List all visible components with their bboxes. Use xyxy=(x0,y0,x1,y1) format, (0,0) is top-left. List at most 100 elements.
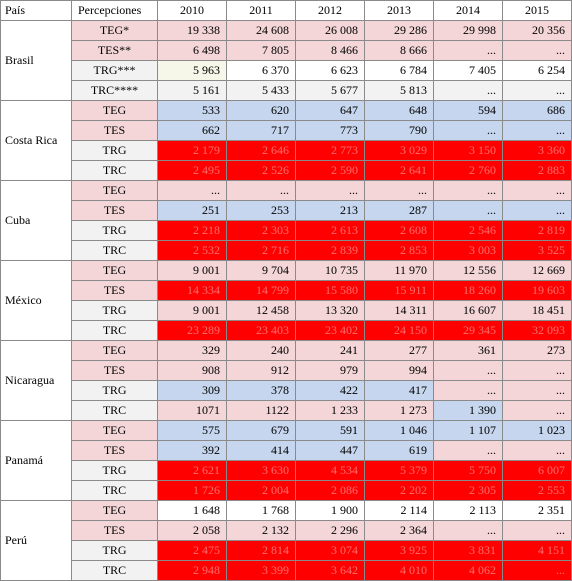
country-cell: Nicaragua xyxy=(0,340,72,421)
value-cell: 2 296 xyxy=(295,520,365,541)
value-cell: 912 xyxy=(226,360,296,381)
value-cell: 361 xyxy=(433,340,503,361)
value-cell: 790 xyxy=(364,120,434,141)
table-row: TRG 309 378 422 417...... xyxy=(1,380,572,401)
perception-cell: TRG xyxy=(71,220,158,241)
value-cell: 4 534 xyxy=(295,460,365,481)
value-cell: ... xyxy=(295,180,365,201)
value-cell: 6 498 xyxy=(157,40,227,61)
value-cell: 533 xyxy=(157,100,227,121)
value-cell: 29 345 xyxy=(433,320,503,341)
value-cell: 9 001 xyxy=(157,300,227,321)
value-cell: 23 403 xyxy=(226,320,296,341)
value-cell: 2 132 xyxy=(226,520,296,541)
value-cell: ... xyxy=(502,180,572,201)
value-cell: 2 305 xyxy=(433,480,503,501)
value-cell: 4 151 xyxy=(502,540,572,561)
perception-cell: TRG xyxy=(71,540,158,561)
table-row: TES 251 253 213 287...... xyxy=(1,200,572,221)
value-cell: 14 334 xyxy=(157,280,227,301)
value-cell: 24 150 xyxy=(364,320,434,341)
perception-cell: TRC**** xyxy=(71,80,158,101)
value-cell: 15 580 xyxy=(295,280,365,301)
value-cell: 8 666 xyxy=(364,40,434,61)
value-cell: 10 735 xyxy=(295,260,365,281)
country-cell: México xyxy=(0,260,72,341)
value-cell: 23 402 xyxy=(295,320,365,341)
header-year-2013: 2013 xyxy=(364,0,434,21)
value-cell: 1 726 xyxy=(157,480,227,501)
value-cell: 5 433 xyxy=(226,80,296,101)
value-cell: 594 xyxy=(433,100,503,121)
table-body: Brasil TEG* 19 338 24 608 26 008 29 286 29 998… xyxy=(0,20,572,581)
country-cell: Costa Rica xyxy=(0,100,72,181)
value-cell: 3 525 xyxy=(502,240,572,261)
value-cell: 591 xyxy=(295,420,365,441)
value-cell: 26 008 xyxy=(295,20,365,41)
value-cell: 908 xyxy=(157,360,227,381)
value-cell: 19 338 xyxy=(157,20,227,41)
table-row: Nicaragua TEG 329 240 241 277 361 273 xyxy=(0,340,572,421)
table-row: TRC 1 726 2 004 2 086 2 202 2 305 2 553 xyxy=(1,480,572,501)
value-cell: 3 925 xyxy=(364,540,434,561)
table-row: TES 392 414 447 619...... xyxy=(1,440,572,461)
value-cell: 6 007 xyxy=(502,460,572,481)
perception-cell: TEG xyxy=(71,100,158,121)
value-cell: 24 608 xyxy=(226,20,296,41)
value-cell: 277 xyxy=(364,340,434,361)
value-cell: ... xyxy=(433,40,503,61)
value-cell: 11 970 xyxy=(364,260,434,281)
header-row: País Percepciones 2010 2011 2012 2013 20… xyxy=(0,0,572,21)
table-row: TES 2 058 2 132 2 296 2 364...... xyxy=(1,520,572,541)
header-year-2011: 2011 xyxy=(226,0,296,21)
value-cell: ... xyxy=(433,440,503,461)
table-row: TRG 9 001 12 458 13 320 14 311 16 607 18 451 xyxy=(1,300,572,321)
value-cell: 19 603 xyxy=(502,280,572,301)
value-cell: 23 289 xyxy=(157,320,227,341)
value-cell: 2 004 xyxy=(226,480,296,501)
country-cell: Brasil xyxy=(0,20,72,101)
table-row: TRC 1071 1122 1 233 1 273 1 390... xyxy=(1,400,572,421)
value-cell: 2 621 xyxy=(157,460,227,481)
perception-cell: TRG xyxy=(71,460,158,481)
table-row: TRG*** 5 963 6 370 6 623 6 784 7 405 6 254 xyxy=(1,60,572,81)
value-cell: 12 669 xyxy=(502,260,572,281)
table-row: México TEG 9 001 9 704 10 735 11 970 12 556 12 … xyxy=(0,260,572,341)
value-cell: 2 553 xyxy=(502,480,572,501)
perception-cell: TRC xyxy=(71,560,158,581)
header-perceptions: Percepciones xyxy=(71,0,158,21)
country-cell: Perú xyxy=(0,500,72,581)
value-cell: 8 466 xyxy=(295,40,365,61)
perception-cell: TES xyxy=(71,200,158,221)
value-cell: 2 526 xyxy=(226,160,296,181)
value-cell: ... xyxy=(502,440,572,461)
perception-cell: TES xyxy=(71,520,158,541)
table-row: Perú TEG 1 648 1 768 1 900 2 114 2 113 2 351 xyxy=(0,500,572,581)
value-cell: 2 641 xyxy=(364,160,434,181)
value-cell: 5 963 xyxy=(157,60,227,81)
value-cell: 1 768 xyxy=(226,500,296,521)
value-cell: ... xyxy=(433,200,503,221)
header-year-2015: 2015 xyxy=(502,0,572,21)
value-cell: 6 623 xyxy=(295,60,365,81)
value-cell: 717 xyxy=(226,120,296,141)
value-cell: 2 613 xyxy=(295,220,365,241)
value-cell: 620 xyxy=(226,100,296,121)
value-cell: ... xyxy=(502,400,572,421)
table-row: TRC 2 532 2 716 2 839 2 853 3 003 3 525 xyxy=(1,240,572,261)
value-cell: 5 750 xyxy=(433,460,503,481)
value-cell: 2 303 xyxy=(226,220,296,241)
perception-cell: TEG xyxy=(71,500,158,521)
header-country: País xyxy=(0,0,72,21)
country-cell: Panamá xyxy=(0,420,72,501)
value-cell: 2 351 xyxy=(502,500,572,521)
value-cell: 2 218 xyxy=(157,220,227,241)
value-cell: 648 xyxy=(364,100,434,121)
table-row: TRC**** 5 161 5 433 5 677 5 813...... xyxy=(1,80,572,101)
value-cell: 273 xyxy=(502,340,572,361)
value-cell: 2 086 xyxy=(295,480,365,501)
value-cell: 2 179 xyxy=(157,140,227,161)
table-row: TRG 2 621 3 630 4 534 5 379 5 750 6 007 xyxy=(1,460,572,481)
value-cell: 417 xyxy=(364,380,434,401)
